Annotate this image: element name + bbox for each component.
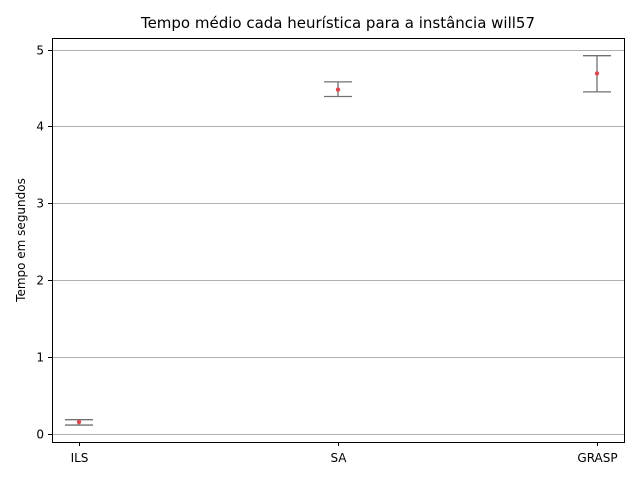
y-tick-label-2: 2 [36,274,44,288]
y-tick-label-4: 4 [36,120,44,134]
y-tick-label-0: 0 [36,428,44,442]
y-axis-label: Tempo em segundos [14,178,28,303]
x-tick-label-0: ILS [71,451,89,465]
mean-point-ILS [76,419,82,425]
chart-title: Tempo médio cada heurística para a instâ… [140,14,535,32]
x-tick-label-2: GRASP [577,451,617,465]
x-tick-label-1: SA [330,451,347,465]
mean-point-GRASP [594,71,600,76]
x-axis-ticks: ILS SA GRASP [71,442,618,465]
y-tick-label-5: 5 [36,44,44,58]
y-axis-ticks: 0 1 2 3 4 5 [36,44,52,442]
y-tick-label-3: 3 [36,197,44,211]
y-tick-label-1: 1 [36,351,44,365]
mean-point-SA [335,87,341,92]
data-marks [65,55,611,426]
grid-lines [52,50,624,435]
plot-frame [52,38,625,443]
